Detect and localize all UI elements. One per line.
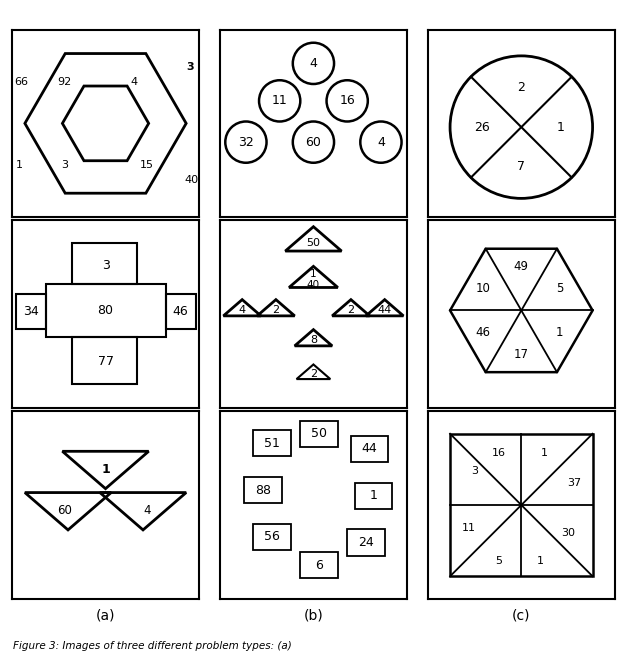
Text: 1: 1 — [101, 463, 110, 476]
Text: 37: 37 — [567, 478, 581, 488]
Text: 7: 7 — [517, 160, 525, 173]
Text: 1: 1 — [556, 120, 564, 134]
Text: 2: 2 — [347, 305, 355, 315]
Text: (c): (c) — [512, 608, 530, 622]
Text: 4: 4 — [309, 57, 318, 70]
Text: 24: 24 — [358, 536, 374, 549]
Text: 2: 2 — [517, 82, 525, 95]
Text: 56: 56 — [264, 530, 280, 544]
Bar — [351, 436, 389, 462]
Text: 4: 4 — [130, 77, 137, 87]
Text: 1: 1 — [541, 447, 547, 457]
Text: 66: 66 — [14, 77, 28, 87]
Bar — [166, 293, 195, 329]
Text: 88: 88 — [255, 484, 271, 497]
Text: 30: 30 — [561, 528, 575, 538]
Text: 11: 11 — [462, 522, 476, 532]
Text: 3: 3 — [186, 62, 194, 72]
Bar — [450, 434, 593, 576]
Text: 8: 8 — [310, 336, 317, 345]
Bar — [301, 420, 338, 447]
Text: 1: 1 — [370, 489, 377, 502]
Text: 46: 46 — [173, 305, 188, 318]
Text: 16: 16 — [492, 447, 506, 457]
Text: Figure 3: Images of three different problem types: (a): Figure 3: Images of three different prob… — [13, 642, 291, 651]
Text: 1: 1 — [16, 160, 23, 170]
Text: 40: 40 — [185, 174, 199, 185]
Text: 92: 92 — [57, 77, 71, 87]
Bar — [253, 524, 291, 550]
Text: 17: 17 — [514, 348, 529, 361]
Text: 34: 34 — [23, 305, 38, 318]
Text: 80: 80 — [98, 304, 113, 317]
Text: 49: 49 — [514, 260, 529, 273]
Text: 44: 44 — [362, 442, 377, 455]
Text: 1: 1 — [310, 269, 317, 279]
Bar — [16, 293, 45, 329]
Text: 2: 2 — [310, 369, 317, 379]
Text: 4: 4 — [239, 305, 246, 315]
Bar — [72, 337, 137, 384]
Text: 11: 11 — [272, 94, 287, 107]
Text: 32: 32 — [238, 136, 254, 149]
Text: 40: 40 — [307, 280, 320, 290]
Bar — [355, 482, 392, 509]
Text: 60: 60 — [306, 136, 321, 149]
Text: 26: 26 — [474, 120, 490, 134]
Text: 1: 1 — [556, 326, 563, 339]
Text: 5: 5 — [556, 282, 563, 295]
Text: 5: 5 — [495, 556, 502, 567]
Text: 16: 16 — [340, 94, 355, 107]
Text: 10: 10 — [476, 282, 491, 295]
Text: 15: 15 — [140, 160, 154, 170]
Text: 3: 3 — [60, 160, 68, 170]
Text: 1: 1 — [537, 556, 544, 567]
Text: 50: 50 — [306, 238, 321, 248]
Text: 4: 4 — [377, 136, 385, 149]
Text: 6: 6 — [315, 559, 323, 572]
Bar — [45, 284, 166, 337]
Bar — [72, 243, 137, 284]
Text: 3: 3 — [101, 259, 110, 272]
Text: 46: 46 — [476, 326, 491, 339]
Bar — [347, 530, 385, 555]
Text: 3: 3 — [471, 467, 478, 476]
Bar — [244, 477, 282, 503]
Text: 50: 50 — [311, 427, 327, 440]
Text: (a): (a) — [96, 608, 115, 622]
Text: 77: 77 — [98, 355, 113, 368]
Text: 2: 2 — [272, 305, 280, 315]
Text: 60: 60 — [57, 504, 72, 517]
Bar — [301, 552, 338, 578]
Text: 44: 44 — [377, 305, 392, 315]
Text: 4: 4 — [143, 504, 151, 517]
Text: (b): (b) — [304, 608, 323, 622]
Bar — [253, 430, 291, 456]
Text: 51: 51 — [264, 437, 280, 449]
